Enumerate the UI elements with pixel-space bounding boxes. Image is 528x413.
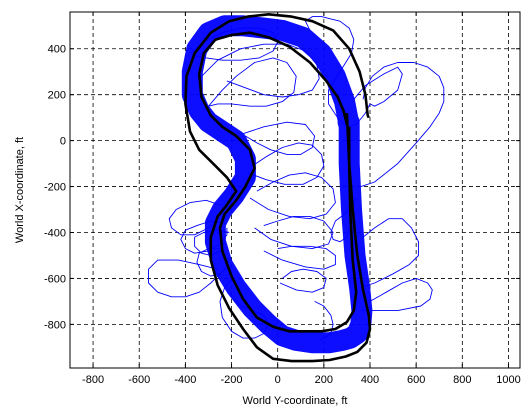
y-tick-label: -400 [44, 227, 66, 239]
y-tick-label: -600 [44, 273, 66, 285]
x-tick-label: -400 [174, 374, 196, 386]
x-tick-label: 0 [275, 374, 281, 386]
wander-path-line [247, 142, 325, 185]
plot-area [148, 13, 445, 363]
inner-boundary-line [197, 31, 358, 333]
wander-path-line [148, 259, 221, 298]
x-tick-label: -200 [221, 374, 243, 386]
wander-path-line [201, 43, 320, 98]
wander-path-line [360, 62, 445, 188]
wander-path-line [279, 268, 327, 293]
y-tick-label: 400 [48, 44, 66, 56]
track-band-line [181, 15, 373, 354]
x-tick-label: 200 [315, 374, 333, 386]
y-tick-label: -800 [44, 319, 66, 331]
wander-path-line [208, 57, 297, 107]
x-tick-label: 800 [453, 374, 471, 386]
y-tick-label: -200 [44, 182, 66, 194]
y-tick-label: 200 [48, 90, 66, 102]
x-tick-label: 400 [361, 374, 379, 386]
wander-path-line [304, 16, 403, 128]
wander-path-line [360, 277, 433, 312]
y-tick-label: 0 [60, 136, 66, 148]
wander-path-line [360, 218, 419, 289]
x-axis-label: World Y-coordinate, ft [243, 395, 348, 407]
grid-lines [70, 12, 520, 368]
wander-path-line [196, 248, 230, 277]
wander-path-line [242, 121, 316, 155]
wander-path-line [263, 245, 336, 270]
outer-boundary-line [184, 13, 372, 363]
x-tick-label: -800 [82, 374, 104, 386]
y-axis-label: World X-coordinate, ft [14, 137, 26, 243]
wander-path-line [168, 199, 223, 236]
wander-path-line [314, 300, 334, 341]
x-tick-label: 600 [407, 374, 425, 386]
wander-path-line [254, 215, 334, 250]
plot-frame [69, 11, 521, 369]
x-tick-label: -600 [128, 374, 150, 386]
x-tick-label: 1000 [496, 374, 520, 386]
wander-path-line [249, 172, 336, 220]
axis-ticks: -800 -600 -400 -200 0 200 400 600 800 1000 -800 -60… [44, 12, 521, 386]
